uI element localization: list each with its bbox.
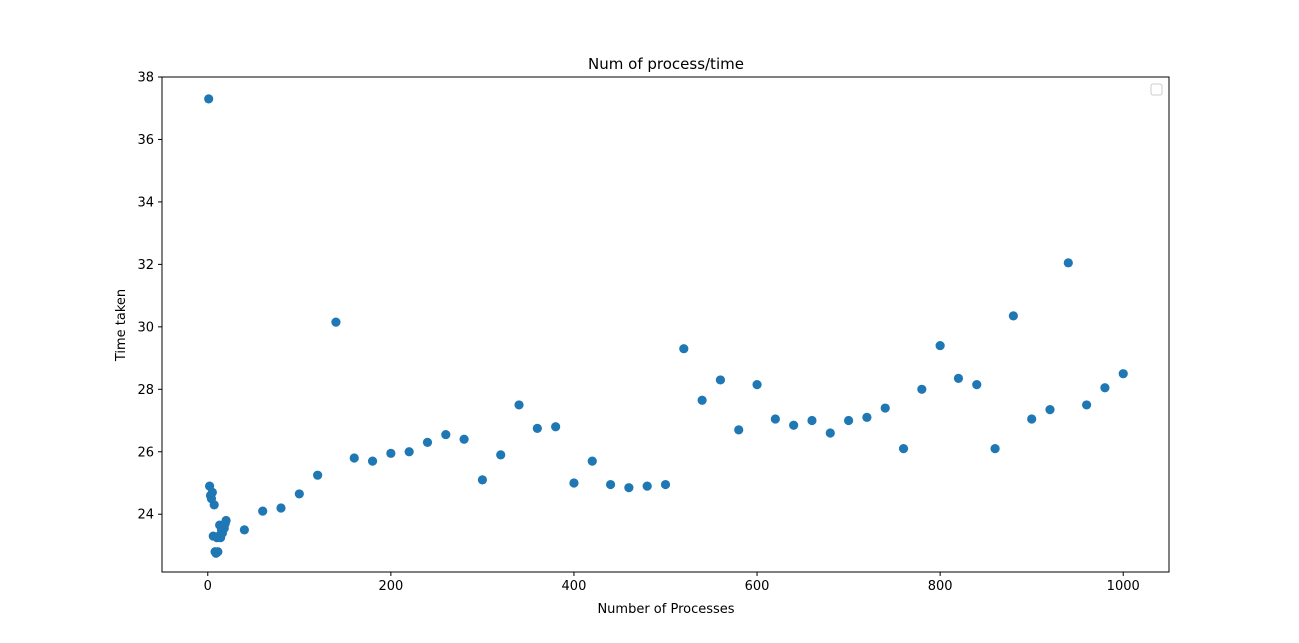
data-point: [213, 547, 223, 557]
data-point: [770, 414, 780, 424]
x-tick-label: 1000: [1107, 579, 1140, 594]
axes-frame: [161, 76, 1170, 573]
data-point: [441, 429, 451, 440]
y-tick-label: 32: [137, 258, 154, 273]
data-point: [551, 422, 561, 432]
data-point: [532, 423, 542, 433]
data-point: [221, 515, 231, 526]
data-point: [331, 317, 341, 327]
x-tick-label: 0: [204, 579, 212, 594]
data-point: [349, 453, 359, 463]
x-tick-label: 400: [562, 579, 587, 594]
chart-title: Num of process/time: [588, 55, 744, 73]
y-tick-label: 30: [137, 320, 154, 335]
data-point: [569, 478, 579, 488]
data-point: [258, 506, 268, 516]
data-point: [898, 444, 909, 454]
data-point: [367, 456, 378, 466]
data-point: [276, 503, 286, 513]
data-point: [972, 380, 982, 390]
data-points: [204, 94, 1128, 558]
data-point: [204, 94, 214, 104]
data-point: [660, 479, 671, 490]
data-point: [422, 437, 433, 447]
data-point: [294, 489, 304, 499]
data-point: [697, 395, 707, 405]
y-tick-label: 38: [137, 71, 154, 86]
data-point: [209, 500, 219, 510]
data-point: [404, 447, 414, 457]
data-point: [1082, 400, 1092, 410]
y-axis-label: Time taken: [114, 289, 129, 362]
y-tick-label: 28: [137, 383, 154, 398]
data-point: [880, 403, 890, 413]
data-point: [313, 470, 323, 480]
data-point: [715, 375, 726, 385]
data-point: [752, 380, 762, 390]
data-point: [496, 450, 506, 460]
data-point: [587, 456, 597, 466]
data-point: [624, 483, 634, 493]
data-point: [1063, 258, 1073, 268]
data-point: [734, 425, 744, 435]
x-tick-label: 200: [378, 579, 403, 594]
x-tick-label: 800: [928, 579, 953, 594]
data-point: [1045, 405, 1055, 415]
data-point: [935, 340, 945, 351]
data-point: [789, 420, 799, 430]
data-point: [917, 384, 927, 394]
y-tick-label: 36: [137, 133, 154, 148]
data-point: [990, 444, 1000, 454]
x-tick-label: 600: [745, 579, 770, 594]
data-point: [239, 525, 249, 535]
y-tick-label: 34: [137, 195, 154, 210]
data-point: [1118, 369, 1128, 379]
legend-box: [1150, 83, 1163, 96]
data-point: [807, 415, 817, 426]
data-point: [1008, 311, 1018, 321]
data-point: [605, 479, 616, 490]
x-axis-label: Number of Processes: [597, 602, 734, 617]
data-point: [1027, 414, 1037, 424]
data-point: [1100, 383, 1110, 393]
data-point: [514, 400, 524, 410]
data-point: [953, 373, 964, 383]
y-tick-label: 24: [137, 508, 154, 523]
data-point: [477, 475, 488, 485]
data-point: [862, 412, 872, 423]
data-point: [386, 448, 396, 458]
data-point: [843, 415, 854, 426]
data-point: [207, 487, 217, 497]
data-point: [679, 344, 689, 354]
data-point: [459, 434, 469, 444]
y-tick-label: 26: [137, 445, 154, 460]
axes: 0 200 400 600 800 1000 24 26 28 30 32 34 36 38: [137, 71, 1170, 594]
data-point: [825, 428, 835, 438]
data-point: [642, 481, 652, 491]
